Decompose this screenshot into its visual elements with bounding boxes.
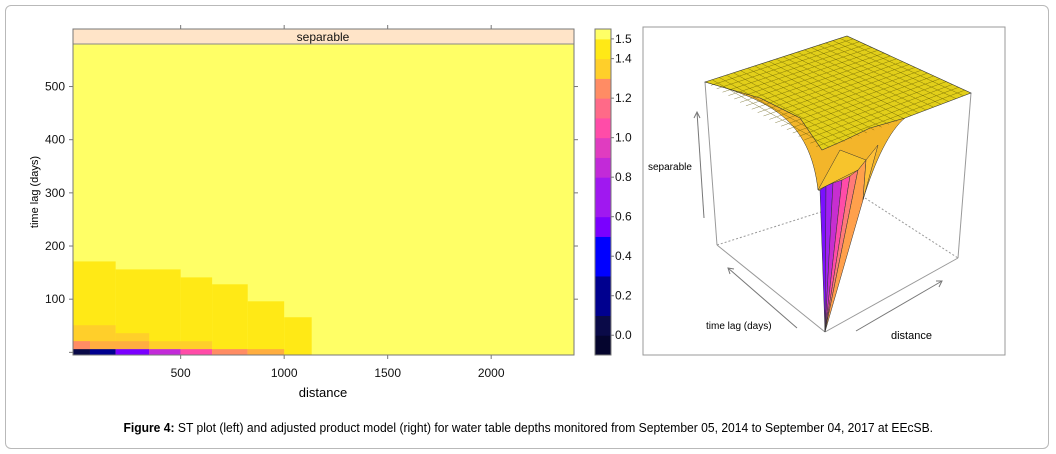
heatmap-panel: separable 500 1000 1500 2000 100 200 300 400 50… (29, 25, 578, 400)
colorbar-bin (595, 335, 611, 356)
surface-grid-line (810, 87, 959, 144)
heatmap-cell (284, 317, 312, 355)
heatmap-cell (89, 349, 116, 355)
surface-grid-line (792, 78, 941, 134)
axis-arrows (693, 110, 943, 332)
colorbar-bin (595, 196, 611, 218)
colorbar-bin (595, 78, 611, 99)
colorbar-tick-label: 1.0 (615, 131, 632, 145)
x-tick-label: 1000 (271, 366, 298, 380)
colorbar-bins (595, 29, 611, 356)
y-tick-label: 100 (45, 292, 65, 306)
distance-axis-label: distance (891, 330, 932, 342)
z-axis-label: separable (648, 162, 692, 173)
caption-label: Figure 4: (123, 420, 175, 435)
heatmap-cell (212, 284, 248, 355)
colorbar-bin (595, 216, 611, 237)
time-lag-axis-label: time lag (days) (706, 321, 772, 332)
x-axis: 500 1000 1500 2000 (171, 25, 505, 380)
colorbar-tick-label: 0.8 (615, 170, 632, 184)
figure-frame (5, 5, 1049, 449)
surface-grid-line (722, 44, 866, 93)
colorbar-bin (595, 29, 611, 40)
y-tick-label: 500 (45, 80, 65, 94)
colorbar-bin (595, 117, 611, 139)
colorbar-tick-label: 1.2 (615, 91, 632, 105)
heatmap-cell (149, 349, 181, 355)
heatmap-cell (73, 349, 90, 355)
colorbar-tick-label: 1.4 (615, 52, 632, 66)
y-axis-label: time lag (days) (29, 156, 41, 228)
colorbar-bin (595, 98, 611, 119)
time-lag-arrow (727, 267, 798, 329)
heatmap-cell (247, 349, 285, 355)
surface-grid-line (757, 61, 903, 113)
y-axis: 100 200 300 400 500 (45, 80, 578, 353)
distance-arrow (855, 280, 943, 332)
y-tick-label: 400 (45, 133, 65, 147)
surface-grid-line (786, 75, 934, 130)
box-edges (704, 81, 972, 333)
colorbar-bin (595, 295, 611, 316)
heatmap-cell (212, 349, 248, 355)
colorbar-tick-label: 0.0 (615, 328, 632, 342)
surface-grid-line (716, 41, 860, 90)
colorbar-tick-label: 0.6 (615, 210, 632, 224)
surface-grid-line (780, 72, 928, 127)
y-tick-label: 200 (45, 239, 65, 253)
x-axis-label: distance (299, 385, 347, 400)
surface-wedge (817, 144, 879, 333)
surface-grid-line (798, 81, 947, 137)
surface-grid-line (763, 64, 910, 117)
y-tick-label: 300 (45, 186, 65, 200)
colorbar-bin (595, 58, 611, 79)
colorbar-border (594, 28, 612, 356)
surface-grid (710, 38, 965, 148)
heatmap-border (72, 28, 575, 356)
colorbar-bin (595, 315, 611, 336)
colorbar-ticks: 0.0 0.2 0.4 0.6 0.8 1.0 1.2 1.4 1.5 (611, 32, 632, 342)
colorbar-bin (595, 137, 611, 158)
heatmap-cell (115, 349, 150, 355)
figure-caption: Figure 4: ST plot (left) and adjusted pr… (0, 420, 1056, 435)
colorbar-bin (595, 256, 611, 277)
surface-3d-panel: separable time lag (days) distance (642, 26, 1006, 356)
colorbar-bin (595, 157, 611, 178)
surface-grid-line (734, 50, 879, 100)
colorbar-bin (595, 275, 611, 297)
surface-grid-line (804, 84, 953, 141)
colorbar-tick-label: 0.2 (615, 289, 632, 303)
x-tick-label: 500 (171, 366, 191, 380)
surface-grid-line (740, 52, 885, 103)
heatmap-cell (247, 301, 285, 355)
caption-text: ST plot (left) and adjusted product mode… (174, 420, 933, 435)
surface-grid-line (769, 67, 916, 120)
z-axis-arrow (696, 111, 705, 219)
surface-grid-line (745, 55, 891, 107)
surface-grid-line (775, 69, 922, 124)
colorbar: 0.0 0.2 0.4 0.6 0.8 1.0 1.2 1.4 1.5 (594, 28, 632, 356)
surface-grid-line (710, 38, 854, 86)
x-tick-label: 1500 (374, 366, 401, 380)
colorbar-bin (595, 236, 611, 257)
x-tick-label: 2000 (478, 366, 505, 380)
panel-strip-label: separable (297, 30, 350, 44)
surface-grid-line (816, 89, 965, 147)
surface-grid-line (751, 58, 897, 110)
colorbar-tick-label: 1.5 (615, 32, 632, 46)
surface-grid-line (728, 47, 872, 96)
colorbar-tick-label: 0.4 (615, 249, 632, 263)
heatmap-cells (73, 261, 312, 355)
colorbar-bin (595, 177, 611, 198)
colorbar-bin (595, 38, 611, 60)
heatmap-cell (180, 349, 213, 355)
